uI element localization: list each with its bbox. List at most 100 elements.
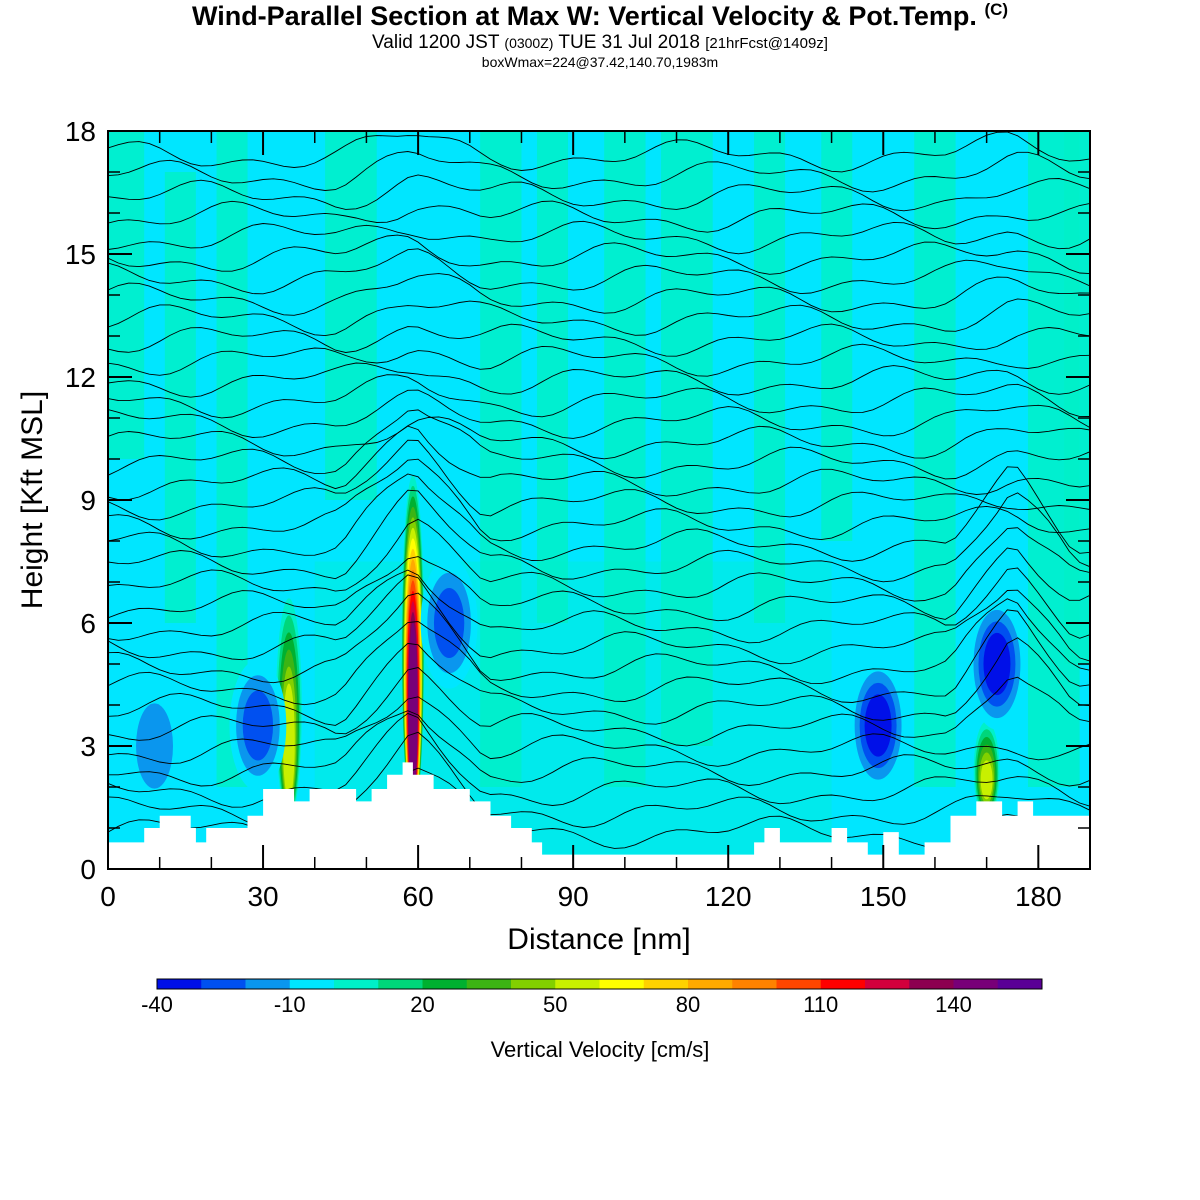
x-tick-label: 0 [100, 881, 116, 912]
y-tick-label: 3 [80, 731, 96, 762]
theta-contour [108, 574, 1090, 665]
utc-time: (0300Z) [504, 35, 554, 51]
colorbar-swatch [732, 979, 777, 989]
downdraft-core [136, 703, 173, 789]
field-streak [1064, 131, 1090, 664]
x-tick-label: 30 [247, 881, 278, 912]
colorbar-swatch [599, 979, 645, 989]
x-tick-labels: 0 30 60 90 120 150 180 [100, 881, 1061, 912]
updraft-core [980, 760, 993, 800]
colorbar-swatch [334, 979, 379, 989]
x-tick-label: 120 [705, 881, 752, 912]
field-streak [536, 131, 568, 623]
y-tick-label: 9 [80, 485, 96, 516]
theta-contour [108, 518, 1090, 602]
terrain [108, 762, 1090, 869]
theta-contour [108, 298, 1090, 337]
theta-contour [108, 151, 1090, 193]
field-streak [604, 131, 646, 787]
theta-contour [108, 637, 1090, 726]
theta-contour [108, 567, 1090, 644]
title-main-line: Wind-Parallel Section at Max W: Vertical… [0, 0, 1200, 32]
valid-date: TUE 31 Jul 2018 [558, 32, 700, 53]
colorbar-swatch [157, 979, 202, 989]
colorbar [156, 978, 1043, 990]
colorbar-swatch [643, 979, 689, 989]
y-tick-label: 0 [80, 854, 96, 885]
colorbar-swatch [820, 979, 866, 989]
theta-contour [108, 323, 1090, 357]
y-axis-label: Height [Kft MSL] [16, 391, 49, 609]
theta-contour [108, 409, 1090, 480]
colorbar-swatch [776, 979, 822, 989]
theta-contour [108, 389, 1090, 439]
y-tick-labels: 0 3 6 9 12 15 18 [65, 116, 96, 885]
theta-contour [108, 131, 1090, 173]
theta-contour [108, 466, 1090, 562]
box-info: boxWmax=224@37.42,140.70,1983m [481, 54, 719, 70]
theta-contour [108, 234, 1090, 275]
field-streak [325, 131, 377, 500]
x-tick-label: 180 [1015, 881, 1062, 912]
downdraft-core [864, 694, 892, 757]
y-tick-label: 18 [65, 116, 96, 147]
theta-contour [108, 362, 1090, 398]
colorbar-swatch [953, 979, 999, 989]
colorbar-tick-label: -10 [274, 992, 306, 1017]
theta-contour [108, 667, 1090, 747]
colorbar-swatch [289, 979, 335, 989]
forecast-info: [21hrFcst@1409z] [705, 35, 828, 52]
colorbar-tick-label: -40 [141, 992, 173, 1017]
chart-title: Wind-Parallel Section at Max W: Vertical… [0, 0, 1200, 70]
theta-contour [108, 489, 1090, 583]
theta-contour [108, 374, 1090, 419]
valid-time: Valid 1200 JST [372, 32, 500, 53]
colorbar-swatch [688, 979, 733, 989]
colorbar-swatch [245, 979, 291, 989]
x-tick-label: 60 [403, 881, 434, 912]
theta-contour [108, 273, 1090, 316]
y-tick-label: 15 [65, 239, 96, 270]
axis-ticks [107, 130, 1091, 870]
colorbar-swatch [201, 979, 246, 989]
theta-contour [108, 248, 1090, 295]
colorbar-swatch [997, 979, 1043, 989]
theta-contour [108, 710, 1090, 787]
x-axis-label: Distance [nm] [507, 923, 690, 956]
colorbar-swatch [378, 979, 423, 989]
copyright-mark: (C) [984, 0, 1009, 19]
theta-contour [108, 220, 1090, 255]
colorbar-tick-label: 140 [935, 992, 972, 1017]
colorbar-swatch [909, 979, 954, 989]
theta-contour [108, 416, 1090, 460]
updraft-core [282, 683, 295, 800]
theta-contour [108, 458, 1090, 542]
field-streak [754, 131, 786, 623]
theta-contour [108, 425, 1090, 501]
y-tick-label: 6 [80, 608, 96, 639]
updraft-core [408, 622, 418, 797]
theta-contour [108, 547, 1090, 622]
y-tick-label: 12 [65, 362, 96, 393]
potential-temperature-contours [108, 131, 1090, 849]
field-streak [821, 131, 853, 541]
colorbar-tick-label: 110 [803, 992, 838, 1017]
title-valid-line: Valid 1200 JST (0300Z) TUE 31 Jul 2018 [… [0, 32, 1200, 54]
colorbar-tick-label: 20 [410, 992, 434, 1017]
colorbar-tick-labels: -40 -10 20 50 80 110 140 [141, 992, 972, 1017]
title-main: Wind-Parallel Section at Max W: Vertical… [191, 1, 977, 31]
colorbar-swatch [466, 979, 512, 989]
theta-contour [108, 343, 1090, 377]
theta-contour [108, 439, 1090, 521]
colorbar-frame [156, 978, 1043, 990]
theta-contour [108, 174, 1090, 212]
theta-contour [108, 200, 1090, 233]
theta-contour [108, 609, 1090, 706]
colorbar-swatch [511, 979, 556, 989]
field-streak [661, 131, 713, 746]
colorbar-swatch [422, 979, 468, 989]
x-tick-label: 90 [558, 881, 589, 912]
downdraft-core [983, 632, 1011, 696]
theta-contour [108, 696, 1090, 767]
